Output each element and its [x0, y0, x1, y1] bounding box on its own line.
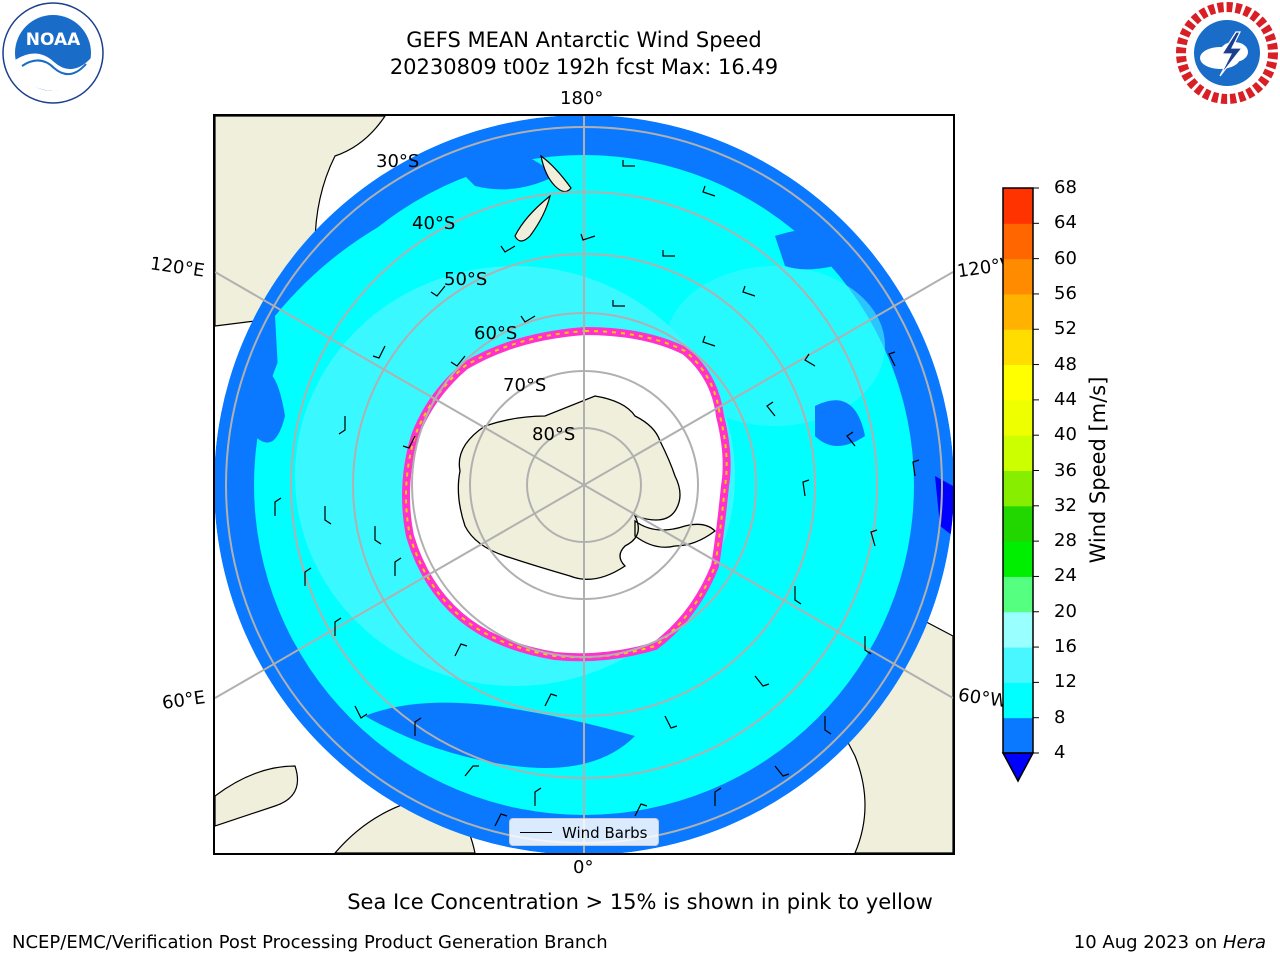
colorbar-tick-label: 44: [1054, 388, 1077, 410]
legend-label: Wind Barbs: [562, 824, 648, 842]
colorbar-segment: [1003, 541, 1033, 577]
lon-label-lower-left: 60°E: [160, 687, 207, 714]
machine-name: Hera: [1222, 932, 1266, 953]
legend: Wind Barbs: [509, 818, 659, 846]
nws-logo-icon: [1176, 2, 1278, 104]
colorbar-segment: [1003, 717, 1033, 754]
noaa-logo-text: NOAA: [26, 30, 81, 50]
colorbar-tick-label: 32: [1054, 494, 1077, 516]
credit-line: NCEP/EMC/Verification Post Processing Pr…: [12, 932, 608, 953]
colorbar-segment: [1003, 258, 1033, 295]
colorbar-tick-label: 36: [1054, 459, 1077, 481]
colorbar-segment: [1003, 399, 1033, 436]
lon-label-lower-right: 60°W: [956, 684, 1009, 713]
colorbar-tick-label: 4: [1054, 742, 1066, 763]
new-zealand: [514, 154, 572, 242]
colorbar-tick-label: 48: [1054, 353, 1077, 375]
colorbar-segment: [1003, 293, 1033, 330]
colorbar-tick-label: 40: [1054, 424, 1077, 446]
colorbar-segment: [1003, 647, 1033, 683]
colorbar-segment: [1003, 223, 1033, 260]
lat-label-70s: 70°S: [503, 375, 547, 396]
colorbar-svg: [1001, 187, 1039, 783]
lon-label-upper-left: 120°E: [148, 253, 206, 282]
colorbar-segment: [1003, 470, 1033, 507]
noaa-logo-icon: NOAA: [2, 2, 104, 104]
colorbar-segment: [1003, 364, 1033, 401]
colorbar-segment: [1003, 188, 1033, 224]
colorbar-tick-label: 24: [1054, 565, 1077, 587]
polar-map: [215, 116, 953, 853]
lat-label-60s: 60°S: [474, 323, 518, 344]
colorbar-segment: [1003, 576, 1033, 613]
colorbar-tick-label: 64: [1054, 212, 1077, 234]
lat-label-40s: 40°S: [412, 213, 456, 234]
colorbar-tick-label: 12: [1054, 671, 1077, 693]
chart-title: GEFS MEAN Antarctic Wind Speed: [406, 28, 762, 52]
chart-subtitle: 20230809 t00z 192h fcst Max: 16.49: [389, 55, 779, 79]
legend-line-swatch: [520, 832, 552, 833]
date-text: 10 Aug 2023 on: [1073, 932, 1223, 953]
lat-label-80s: 80°S: [532, 424, 576, 445]
colorbar-segment: [1003, 329, 1033, 366]
colorbar-extend-arrow: [1001, 752, 1035, 783]
colorbar-title: Wind Speed [m/s]: [1086, 376, 1110, 564]
colorbar-tick-label: 16: [1054, 636, 1077, 658]
colorbar-tick-label: 28: [1054, 530, 1077, 552]
map-panel: [213, 114, 955, 855]
colorbar-segment: [1003, 682, 1033, 719]
lat-label-30s: 30°S: [376, 151, 420, 172]
colorbar-tick-label: 56: [1054, 282, 1077, 304]
wind-barbs: [274, 160, 920, 827]
sea-ice-note: Sea Ice Concentration > 15% is shown in …: [347, 890, 933, 914]
date-stamp: 10 Aug 2023 on Hera: [1074, 932, 1266, 953]
colorbar-segment: [1003, 505, 1033, 542]
colorbar-tick-label: 20: [1054, 600, 1077, 622]
lon-label-bottom: 0°: [573, 857, 594, 878]
colorbar-segment: [1003, 435, 1033, 471]
lon-label-top: 180°: [560, 88, 604, 109]
colorbar-segment: [1003, 611, 1033, 648]
colorbar: [1001, 187, 1039, 783]
colorbar-tick-label: 68: [1054, 177, 1077, 198]
lat-label-50s: 50°S: [444, 269, 488, 290]
colorbar-tick-label: 52: [1054, 318, 1077, 340]
colorbar-tick-label: 60: [1054, 247, 1077, 269]
colorbar-tick-label: 8: [1054, 706, 1066, 728]
